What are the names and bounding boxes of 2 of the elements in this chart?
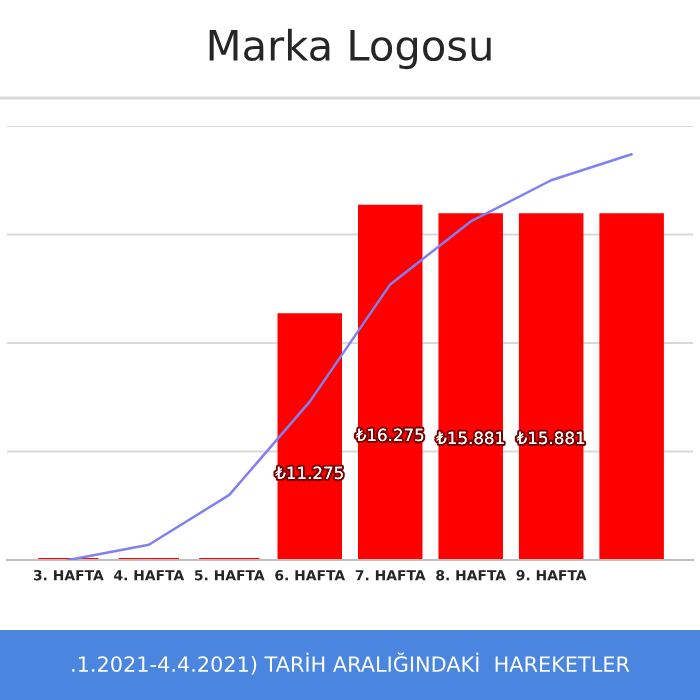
text: .1.2021-4.4.2021) TARİH ARALIĞINDAKİ HAREKETLER xyxy=(72,652,630,675)
chart-title: Marka Logosu xyxy=(209,28,491,70)
